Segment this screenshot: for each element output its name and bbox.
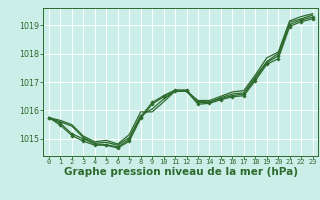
X-axis label: Graphe pression niveau de la mer (hPa): Graphe pression niveau de la mer (hPa) bbox=[64, 167, 298, 177]
